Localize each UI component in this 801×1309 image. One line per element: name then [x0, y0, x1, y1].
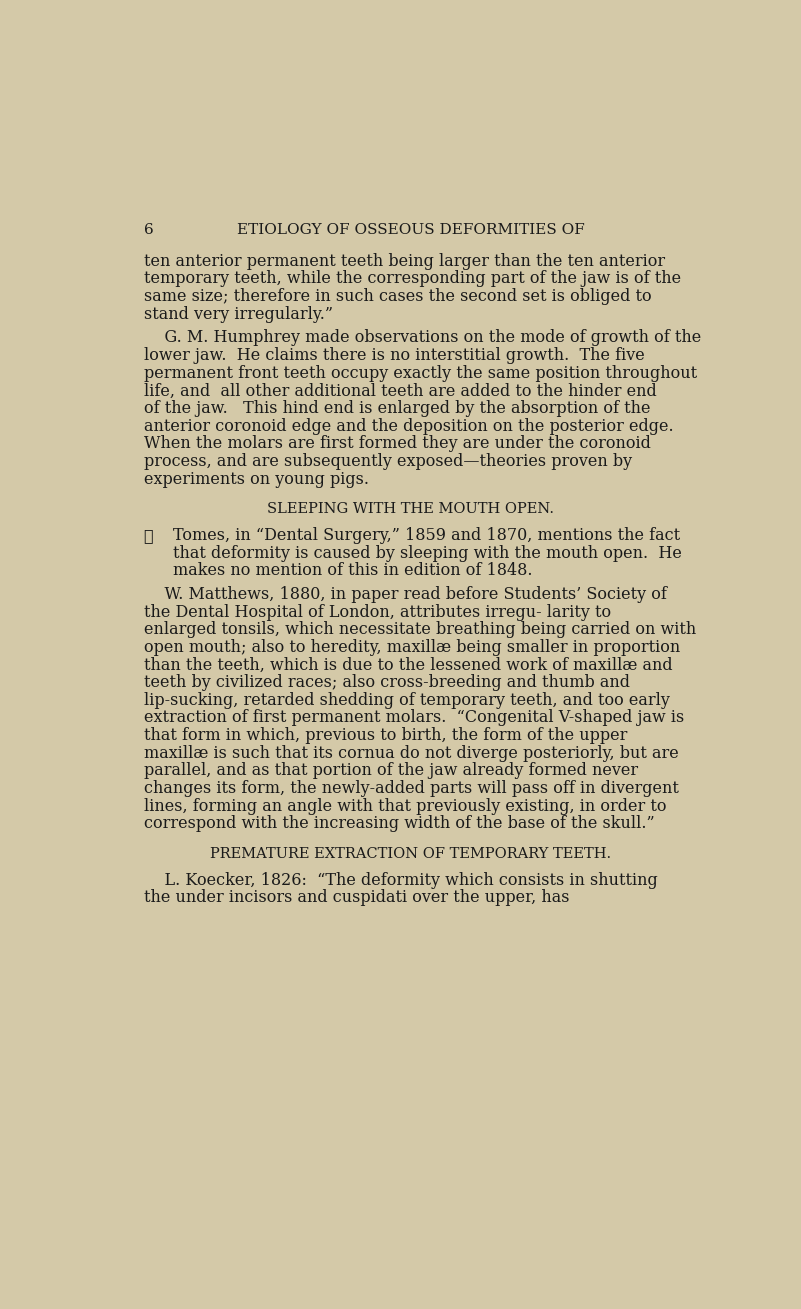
Text: L. Koecker, 1826:  “The deformity which consists in shutting: L. Koecker, 1826: “The deformity which c…: [143, 872, 658, 889]
Text: ETIOLOGY OF OSSEOUS DEFORMITIES OF: ETIOLOGY OF OSSEOUS DEFORMITIES OF: [236, 223, 585, 237]
Text: teeth by civilized races; also cross-breeding and thumb and: teeth by civilized races; also cross-bre…: [143, 674, 630, 691]
Text: When the molars are first formed they are under the coronoid: When the molars are first formed they ar…: [143, 436, 650, 453]
Text: ten anterior permanent teeth being larger than the ten anterior: ten anterior permanent teeth being large…: [143, 253, 665, 270]
Text: stand very irregularly.”: stand very irregularly.”: [143, 306, 332, 323]
Text: maxillæ is such that its cornua do not diverge posteriorly, but are: maxillæ is such that its cornua do not d…: [143, 745, 678, 762]
Text: open mouth; also to heredity, maxillæ being smaller in proportion: open mouth; also to heredity, maxillæ be…: [143, 639, 680, 656]
Text: 6: 6: [143, 223, 153, 237]
Text: that deformity is caused by sleeping with the mouth open.  He: that deformity is caused by sleeping wit…: [173, 545, 682, 562]
Text: life, and  all other additional teeth are added to the hinder end: life, and all other additional teeth are…: [143, 382, 656, 399]
Text: enlarged tonsils, which necessitate breathing being carried on with: enlarged tonsils, which necessitate brea…: [143, 622, 696, 639]
Text: parallel, and as that portion of the jaw already formed never: parallel, and as that portion of the jaw…: [143, 762, 638, 779]
Text: the under incisors and cuspidati over the upper, has: the under incisors and cuspidati over th…: [143, 889, 569, 906]
Text: ✓: ✓: [143, 528, 153, 545]
Text: that form in which, previous to birth, the form of the upper: that form in which, previous to birth, t…: [143, 726, 627, 744]
Text: lip-sucking, retarded shedding of temporary teeth, and too early: lip-sucking, retarded shedding of tempor…: [143, 691, 670, 708]
Text: lower jaw.  He claims there is no interstitial growth.  The five: lower jaw. He claims there is no interst…: [143, 347, 644, 364]
Text: W. Matthews, 1880, in paper read before Students’ Society of: W. Matthews, 1880, in paper read before …: [143, 586, 666, 603]
Text: SLEEPING WITH THE MOUTH OPEN.: SLEEPING WITH THE MOUTH OPEN.: [267, 503, 554, 516]
Text: permanent front teeth occupy exactly the same position throughout: permanent front teeth occupy exactly the…: [143, 365, 697, 382]
Text: correspond with the increasing width of the base of the skull.”: correspond with the increasing width of …: [143, 816, 654, 833]
Text: makes no mention of this in edition of 1848.: makes no mention of this in edition of 1…: [173, 563, 533, 580]
Text: the Dental Hospital of London, attributes irregu- larity to: the Dental Hospital of London, attribute…: [143, 603, 610, 620]
Text: same size; therefore in such cases the second set is obliged to: same size; therefore in such cases the s…: [143, 288, 651, 305]
Text: extraction of first permanent molars.  “Congenital V-shaped jaw is: extraction of first permanent molars. “C…: [143, 709, 684, 726]
Text: experiments on young pigs.: experiments on young pigs.: [143, 470, 368, 487]
Text: than the teeth, which is due to the lessened work of maxillæ and: than the teeth, which is due to the less…: [143, 657, 672, 674]
Text: lines, forming an angle with that previously existing, in order to: lines, forming an angle with that previo…: [143, 797, 666, 814]
Text: process, and are subsequently exposed—theories proven by: process, and are subsequently exposed—th…: [143, 453, 632, 470]
Text: of the jaw.   This hind end is enlarged by the absorption of the: of the jaw. This hind end is enlarged by…: [143, 401, 650, 418]
Text: anterior coronoid edge and the deposition on the posterior edge.: anterior coronoid edge and the depositio…: [143, 418, 683, 435]
Text: Tomes, in “Dental Surgery,” 1859 and 1870, mentions the fact: Tomes, in “Dental Surgery,” 1859 and 187…: [173, 528, 681, 545]
Text: PREMATURE EXTRACTION OF TEMPORARY TEETH.: PREMATURE EXTRACTION OF TEMPORARY TEETH.: [210, 847, 611, 861]
Text: G. M. Humphrey made observations on the mode of growth of the: G. M. Humphrey made observations on the …: [143, 330, 701, 347]
Text: temporary teeth, while the corresponding part of the jaw is of the: temporary teeth, while the corresponding…: [143, 271, 681, 288]
Text: changes its form, the newly-added parts will pass off in divergent: changes its form, the newly-added parts …: [143, 780, 678, 797]
